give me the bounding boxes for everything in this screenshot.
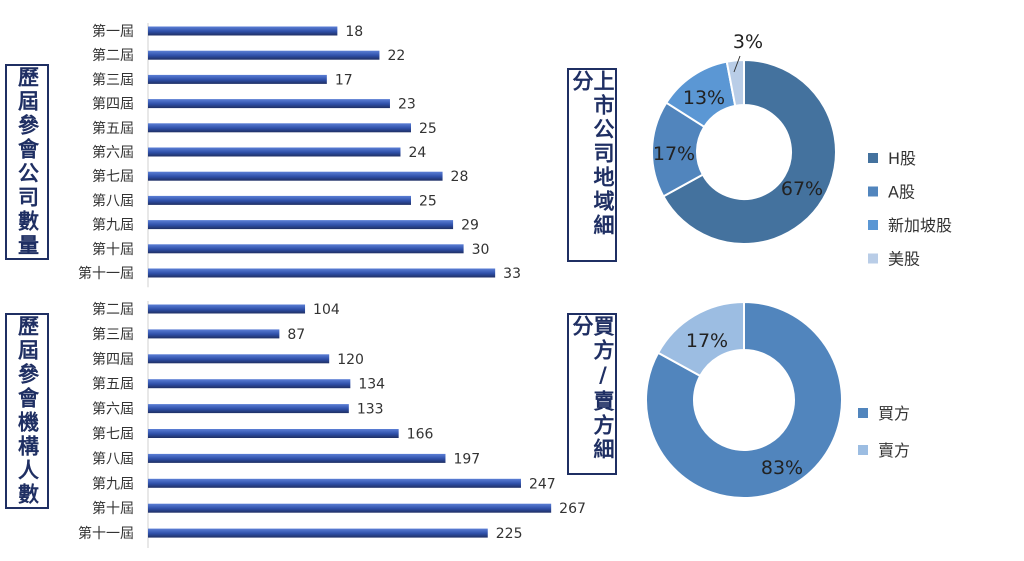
institutions-value-label: 87 — [287, 327, 305, 343]
companies-category-label: 第二屆 — [92, 47, 134, 64]
companies-category-label: 第七屆 — [92, 168, 134, 185]
companies-bar — [148, 74, 327, 84]
institutions-chart-title: 歷屆參會機構人數 — [15, 315, 40, 507]
institutions-value-label: 225 — [496, 526, 523, 542]
institutions-category-label: 第二屆 — [92, 301, 134, 318]
institutions-category-label: 第八屆 — [92, 450, 134, 467]
buysell-slice — [656, 300, 745, 378]
institutions-bar — [148, 379, 351, 389]
region-percent-label: 17% — [653, 143, 695, 165]
region-legend-swatch — [868, 220, 878, 230]
buysell-legend-label: 買方 — [878, 404, 910, 423]
buysell-legend-swatch — [858, 445, 868, 455]
institutions-category-label: 第四屆 — [92, 351, 134, 368]
institutions-category-label: 第十屆 — [92, 500, 134, 517]
institutions-bar — [148, 478, 521, 488]
region-leader-line — [733, 55, 741, 73]
institutions-value-label: 267 — [559, 501, 586, 517]
region-slice — [725, 58, 745, 108]
companies-value-label: 29 — [461, 218, 479, 234]
companies-value-label: 17 — [335, 72, 353, 88]
region-slice — [662, 58, 837, 245]
region-percent-label: 3% — [733, 31, 763, 53]
institutions-chart-title-box: 歷屆參會機構人數 — [5, 313, 49, 509]
companies-value-label: 25 — [419, 193, 437, 209]
companies-category-label: 第四屆 — [92, 96, 134, 113]
companies-value-label: 28 — [451, 169, 469, 185]
companies-bar — [148, 195, 411, 205]
companies-category-label: 第三屆 — [92, 71, 134, 88]
region-legend-label: H股 — [888, 149, 916, 168]
companies-chart-title-box: 歷屆參會公司數量 — [5, 64, 49, 260]
institutions-bar — [148, 354, 330, 364]
region-legend-label: A股 — [888, 183, 915, 202]
region-percent-label: 13% — [683, 87, 725, 109]
institutions-bar — [148, 429, 399, 438]
companies-bar — [148, 171, 443, 181]
companies-bar-chart: 第一屆 18 第二屆 22 第三屆 17 第四屆 23 第五屆 25 第六屆 24 第七屆 28 第八屆 25… — [78, 23, 521, 288]
companies-category-label: 第十一屆 — [78, 265, 134, 282]
region-chart-title-box: 上市公司地域細分 — [567, 68, 617, 262]
institutions-value-label: 134 — [358, 377, 385, 393]
institutions-bar — [148, 404, 349, 414]
region-legend-swatch — [868, 186, 878, 197]
buysell-percent-label: 17% — [686, 330, 728, 352]
institutions-bar-chart: 第二屆 104 第三屆 87 第四屆 120 第五屆 134 第六屆 133 第七屆 166 第八屆 19… — [78, 301, 586, 548]
region-chart-title: 上市公司地域細分 — [570, 70, 615, 238]
companies-value-label: 25 — [419, 121, 437, 137]
institutions-value-label: 133 — [357, 402, 384, 418]
institutions-category-label: 第六屆 — [92, 401, 134, 418]
institutions-bar — [148, 304, 306, 314]
companies-category-label: 第六屆 — [92, 144, 134, 161]
institutions-category-label: 第五屆 — [92, 376, 134, 393]
companies-value-label: 24 — [408, 145, 426, 161]
buysell-legend-label: 賣方 — [878, 441, 910, 460]
companies-bar — [148, 26, 338, 36]
companies-chart-title: 歷屆參會公司數量 — [15, 66, 40, 258]
region-legend-swatch — [868, 253, 878, 264]
institutions-bar — [148, 329, 280, 339]
institutions-value-label: 247 — [529, 476, 556, 492]
buysell-chart-title: 買方/賣方細分 — [570, 315, 615, 462]
region-legend-label: 新加坡股 — [888, 216, 952, 235]
region-legend-label: 美股 — [888, 250, 920, 269]
buysell-slice — [645, 300, 843, 499]
region-percent-label: 67% — [781, 178, 823, 200]
buysell-legend-swatch — [858, 408, 868, 418]
institutions-value-label: 104 — [313, 302, 340, 318]
institutions-value-label: 197 — [453, 451, 480, 467]
companies-category-label: 第九屆 — [92, 217, 134, 234]
buysell-percent-label: 83% — [761, 457, 803, 479]
companies-value-label: 23 — [398, 97, 416, 113]
companies-bar — [148, 220, 454, 230]
institutions-value-label: 166 — [407, 427, 434, 443]
companies-value-label: 18 — [345, 24, 363, 40]
institutions-bar — [148, 528, 488, 538]
region-legend-swatch — [868, 153, 878, 163]
companies-category-label: 第八屆 — [92, 192, 134, 209]
institutions-bar — [148, 503, 552, 513]
companies-value-label: 30 — [472, 242, 490, 258]
institutions-category-label: 第十一屆 — [78, 525, 134, 542]
companies-category-label: 第五屆 — [92, 120, 134, 137]
companies-value-label: 22 — [387, 48, 405, 64]
institutions-category-label: 第九屆 — [92, 475, 134, 492]
companies-bar — [148, 50, 380, 60]
buysell-chart-title-box: 買方/賣方細分 — [567, 313, 617, 475]
companies-bar — [148, 123, 411, 133]
institutions-value-label: 120 — [337, 352, 364, 368]
institutions-category-label: 第七屆 — [92, 426, 134, 443]
companies-category-label: 第一屆 — [92, 23, 134, 40]
institutions-category-label: 第三屆 — [92, 326, 134, 343]
companies-category-label: 第十屆 — [92, 241, 134, 258]
companies-bar — [148, 99, 390, 109]
companies-value-label: 33 — [503, 266, 521, 282]
companies-bar — [148, 147, 401, 157]
companies-bar — [148, 268, 496, 278]
institutions-bar — [148, 453, 446, 463]
companies-bar — [148, 244, 464, 254]
